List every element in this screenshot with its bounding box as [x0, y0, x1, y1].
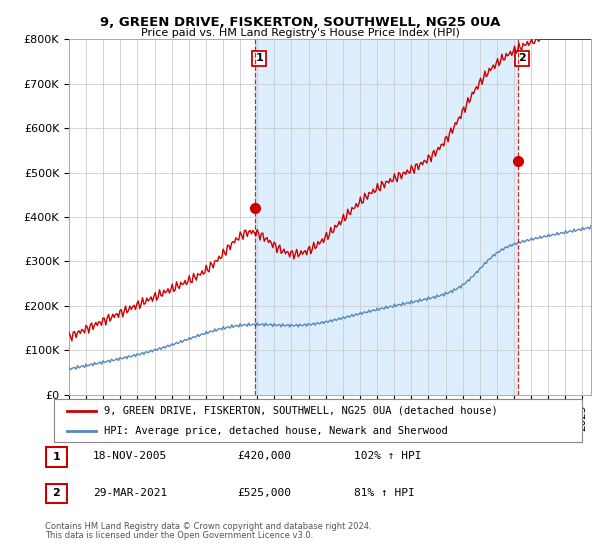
Text: 9, GREEN DRIVE, FISKERTON, SOUTHWELL, NG25 0UA: 9, GREEN DRIVE, FISKERTON, SOUTHWELL, NG… [100, 16, 500, 29]
Text: 18-NOV-2005: 18-NOV-2005 [93, 451, 167, 461]
Text: Price paid vs. HM Land Registry's House Price Index (HPI): Price paid vs. HM Land Registry's House … [140, 28, 460, 38]
Text: 1: 1 [53, 452, 60, 462]
Text: 2: 2 [518, 53, 526, 63]
Bar [255, 39, 518, 395]
Text: 9, GREEN DRIVE, FISKERTON, SOUTHWELL, NG25 0UA (detached house): 9, GREEN DRIVE, FISKERTON, SOUTHWELL, NG… [104, 405, 498, 416]
Text: Contains HM Land Registry data © Crown copyright and database right 2024.: Contains HM Land Registry data © Crown c… [45, 522, 371, 531]
Text: £525,000: £525,000 [237, 488, 291, 498]
Text: 81% ↑ HPI: 81% ↑ HPI [354, 488, 415, 498]
Text: 2: 2 [53, 488, 60, 498]
Text: 29-MAR-2021: 29-MAR-2021 [93, 488, 167, 498]
Text: 1: 1 [255, 53, 263, 63]
Text: 102% ↑ HPI: 102% ↑ HPI [354, 451, 421, 461]
FancyBboxPatch shape [46, 484, 67, 503]
FancyBboxPatch shape [46, 447, 67, 466]
Text: £420,000: £420,000 [237, 451, 291, 461]
Text: HPI: Average price, detached house, Newark and Sherwood: HPI: Average price, detached house, Newa… [104, 426, 448, 436]
Text: This data is licensed under the Open Government Licence v3.0.: This data is licensed under the Open Gov… [45, 531, 313, 540]
FancyBboxPatch shape [54, 399, 582, 442]
